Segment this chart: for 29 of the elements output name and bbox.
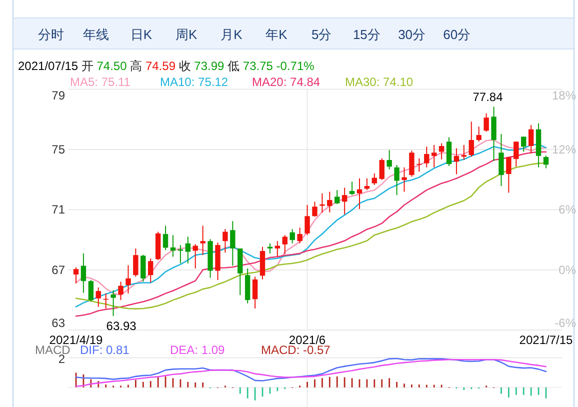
annotation: 63.93 [106, 319, 137, 334]
text: 日K [130, 27, 152, 42]
text: MA20: 74.84 [252, 75, 320, 89]
text: 30分 [398, 27, 426, 42]
y2-tick-label: -6% [554, 316, 576, 330]
text: MA5: 75.11 [70, 75, 131, 89]
text: 60分 [443, 27, 471, 42]
y-tick-label: 67 [52, 262, 66, 277]
y-tick-label: 63 [52, 316, 66, 330]
y2-tick-label: 18% [552, 88, 576, 102]
y2-tick-label: 12% [552, 142, 576, 156]
text: 年K [266, 27, 288, 42]
y2-tick-label: 0% [558, 262, 576, 277]
text: 年线 [83, 27, 110, 42]
y-tick-label: 79 [52, 88, 66, 102]
text: 5分 [311, 27, 332, 42]
chart-title: 2021/07/15 开 74.50 高 74.59 收 73.99 低 73.75 -0.71% [18, 59, 314, 73]
text: 分时 [38, 27, 64, 42]
text: MA10: 75.12 [160, 75, 228, 89]
x-tick-label: 2021/7/15 [519, 333, 574, 347]
text: 月K [220, 27, 243, 42]
text: 15分 [352, 27, 380, 42]
text: 周K [175, 27, 198, 42]
y-tick-label: 71 [52, 202, 66, 217]
text: MA30: 74.10 [345, 75, 414, 89]
series-label: DEA: 1.09 [170, 343, 226, 357]
y2-tick-label: 6% [558, 202, 576, 217]
annotation: 77.84 [472, 90, 504, 104]
y-tick-label: 75 [52, 142, 66, 156]
